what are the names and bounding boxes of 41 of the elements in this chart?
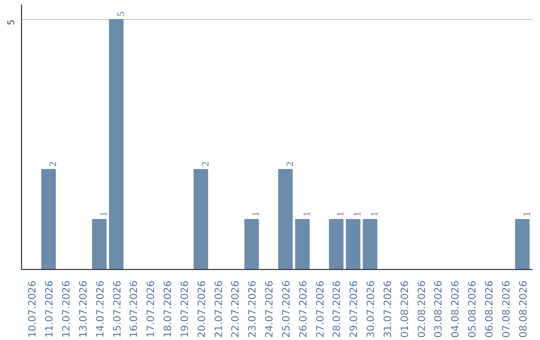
x-tick-label: 10.07.2026 (28, 280, 39, 338)
x-tick-label: 21.07.2026 (214, 280, 225, 338)
x-tick-label: 08.08.2026 (518, 280, 530, 338)
x-tick-label: 24.07.2026 (264, 280, 276, 338)
data-label: 2 (284, 162, 296, 166)
x-tick-label: 18.07.2026 (163, 280, 174, 338)
data-label: 2 (48, 162, 60, 166)
x-tick-label: 11.07.2026 (44, 280, 56, 338)
data-label: 2 (200, 162, 212, 166)
x-tick-label: 14.07.2026 (95, 280, 106, 338)
x-tick-label: 29.07.2026 (349, 280, 360, 338)
data-label: 1 (370, 212, 381, 216)
x-tick-label: 02.08.2026 (416, 280, 428, 338)
data-label: 1 (302, 212, 313, 216)
x-tick-label: 27.07.2026 (315, 280, 326, 338)
x-tick-label: 17.07.2026 (146, 280, 158, 338)
x-tick-label: 28.07.2026 (332, 280, 344, 338)
x-tick-label: 12.07.2026 (61, 280, 72, 338)
x-tick-label: 30.07.2026 (366, 280, 378, 338)
x-tick-label: 04.08.2026 (450, 280, 462, 338)
data-label: 1 (522, 212, 533, 216)
x-tick-label: 01.08.2026 (400, 280, 411, 338)
x-tick-label: 19.07.2026 (180, 280, 191, 338)
x-tick-label: 31.07.2026 (382, 280, 394, 338)
x-tick-label: 26.07.2026 (298, 280, 310, 338)
x-tick-label: 05.08.2026 (468, 280, 479, 338)
data-label: 1 (336, 212, 347, 216)
x-tick-label: 07.08.2026 (501, 280, 512, 338)
x-tick-label: 15.07.2026 (112, 280, 124, 338)
x-tick-label: 22.07.2026 (230, 280, 242, 338)
data-label: 1 (98, 212, 110, 216)
data-label: 1 (251, 212, 262, 216)
x-tick-label: 23.07.2026 (248, 280, 259, 338)
data-label: 5 (116, 12, 127, 16)
x-tick-label: 13.07.2026 (78, 280, 90, 338)
x-tick-label: 06.08.2026 (484, 280, 496, 338)
data-label: 1 (352, 212, 364, 216)
x-tick-label: 03.08.2026 (434, 280, 445, 338)
x-tick-label: 20.07.2026 (196, 280, 208, 338)
x-tick-label: 25.07.2026 (281, 280, 292, 338)
x-tick-label: 16.07.2026 (129, 280, 140, 338)
